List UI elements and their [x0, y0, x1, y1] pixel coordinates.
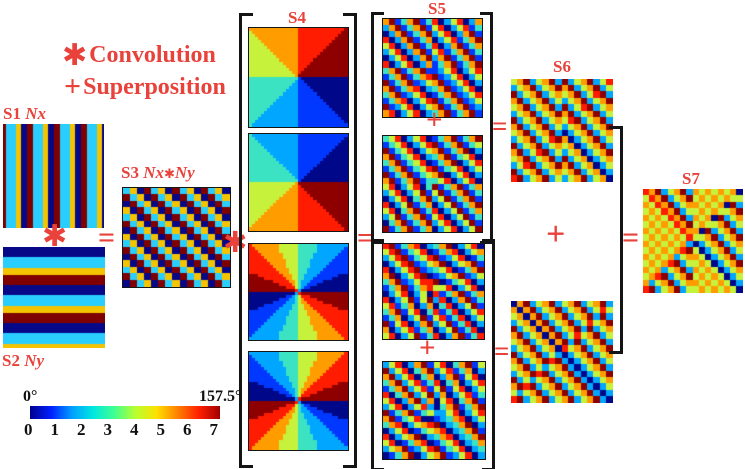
s7-label: S7 — [682, 169, 700, 188]
colorbar-tick-2: 2 — [77, 420, 86, 439]
equals-operator-3: = — [492, 111, 508, 141]
equals-operator-5: = — [622, 221, 640, 254]
s3-label-asterisk: ✱ — [164, 167, 175, 182]
s3-label: S3 Nx✱Ny — [121, 163, 195, 182]
equals-operator-4: = — [494, 336, 510, 366]
s7-pattern-image — [643, 189, 743, 293]
s4-image-3 — [248, 243, 349, 341]
s3-pattern-image — [122, 187, 231, 288]
colorbar-ticks: 0 1 2 3 4 5 6 7 — [24, 421, 218, 438]
s4-label: S4 — [288, 8, 306, 27]
plus-operator-2: + — [419, 332, 436, 364]
convolution-symbol: ✱ — [62, 38, 88, 73]
colorbar-tick-7: 7 — [209, 420, 219, 439]
s5-image-1 — [382, 18, 483, 118]
colorbar-min-label: 0° — [23, 388, 38, 405]
s5-group1-bracket-right — [480, 12, 493, 244]
s4-image-1 — [248, 27, 349, 128]
colorbar-tick-4: 4 — [130, 420, 139, 439]
colorbar-gradient — [30, 406, 220, 419]
s6-pattern-image — [511, 79, 613, 182]
equals-operator-1: = — [98, 221, 116, 254]
convolution-operator-2: ✱ — [223, 225, 248, 259]
colorbar-tick-6: 6 — [183, 420, 192, 439]
s5-group1-bracket-left — [371, 12, 384, 244]
s6-label: S6 — [553, 57, 571, 76]
s5-image-3 — [382, 243, 485, 340]
plus-operator-1: + — [426, 104, 443, 136]
legend-convolution: ✱ Convolution — [62, 38, 216, 73]
equals-operator-2: = — [357, 223, 373, 254]
s1-label: S1 Nx — [3, 104, 46, 123]
s5-image-4 — [382, 361, 486, 460]
plus-operator-3: + — [546, 216, 566, 253]
s5-image-2 — [382, 135, 483, 233]
s4-bracket-right — [343, 13, 357, 468]
colorbar-tick-5: 5 — [156, 420, 166, 439]
s2-label: S2 Ny — [2, 351, 45, 370]
s1-pattern-image — [3, 124, 104, 228]
s4-image-2 — [248, 133, 349, 232]
s4-image-4 — [248, 351, 349, 451]
legend-superposition: + Superposition — [64, 70, 226, 104]
s2-pattern-image — [3, 247, 105, 348]
s5-group2-result-image — [511, 301, 613, 403]
colorbar-max-label: 157.5° — [199, 388, 242, 405]
convolution-operator-1: ✱ — [42, 219, 68, 254]
convolution-label: Convolution — [89, 42, 216, 68]
s5-label: S5 — [428, 0, 446, 18]
s6-closing-bracket — [609, 126, 623, 354]
colorbar-tick-0: 0 — [24, 420, 33, 439]
colorbar-tick-1: 1 — [50, 420, 60, 439]
superposition-label: Superposition — [83, 73, 226, 100]
superposition-symbol: + — [64, 70, 82, 103]
s4-bracket-left — [239, 13, 253, 468]
colorbar-tick-3: 3 — [103, 420, 113, 439]
